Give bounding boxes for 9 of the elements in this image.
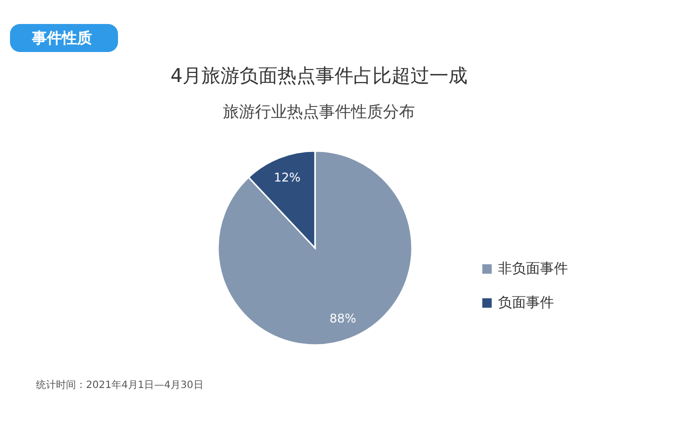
- legend-label: 负面事件: [498, 295, 554, 311]
- chart-subtitle: 旅游行业热点事件性质分布: [223, 102, 415, 121]
- chart-title: 4月旅游负面热点事件占比超过一成: [170, 65, 468, 87]
- pie-slice: [217, 150, 413, 346]
- legend-label: 非负面事件: [498, 261, 568, 277]
- data-label: 88%: [330, 311, 356, 326]
- text: 事件性质: [31, 29, 92, 47]
- text: 统计时间：2021年4月1日—4月30日: [36, 379, 204, 391]
- data-label: 12%: [274, 170, 300, 185]
